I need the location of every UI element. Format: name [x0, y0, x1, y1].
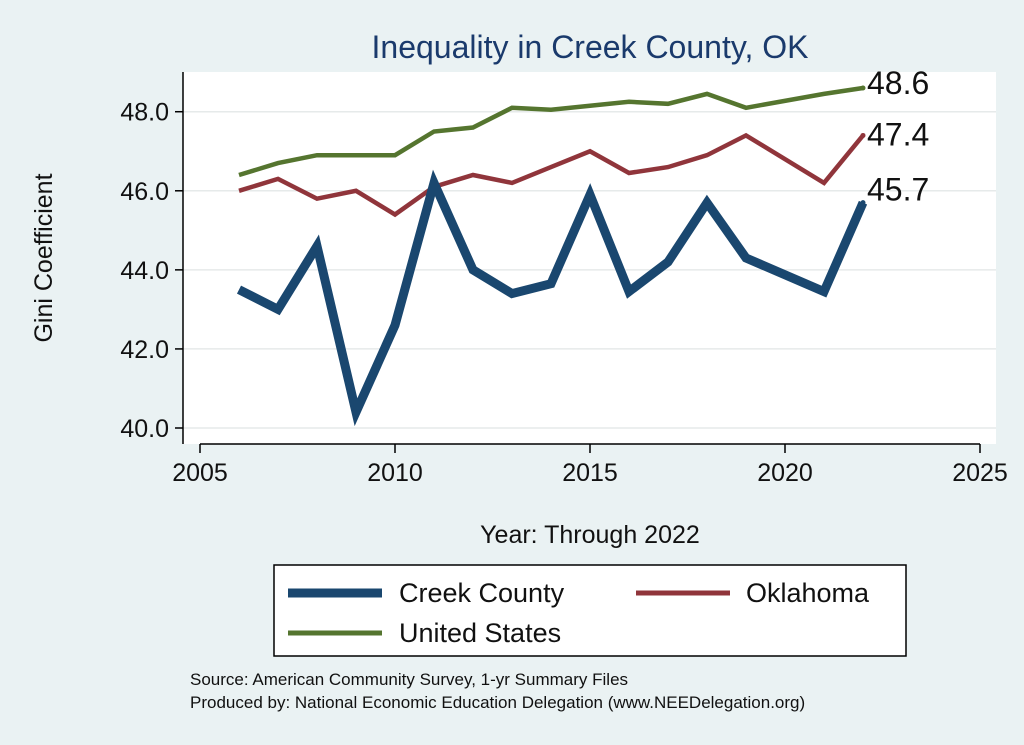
series-line-united-states — [238, 85, 864, 178]
y-tick-label: 48.0 — [120, 99, 169, 127]
y-axis-title: Gini Coefficient — [30, 173, 58, 342]
series-line-oklahoma — [238, 132, 865, 218]
y-tick-label: 42.0 — [120, 336, 169, 364]
x-tick-label: 2010 — [367, 459, 423, 487]
x-tick-label: 2020 — [757, 459, 813, 487]
end-label-oklahoma: 47.4 — [867, 116, 929, 152]
y-tick-label: 40.0 — [120, 415, 169, 443]
end-marker — [860, 200, 866, 206]
end-marker — [860, 85, 866, 91]
legend-box — [273, 564, 907, 657]
series-line-creek-county — [236, 169, 868, 427]
source-line: Source: American Community Survey, 1-yr … — [190, 670, 628, 689]
y-tick-label: 46.0 — [120, 178, 169, 206]
legend-label-united-states: United States — [399, 618, 561, 648]
end-labels: 45.7 47.4 48.6 — [860, 65, 929, 208]
x-tick-label: 2005 — [172, 459, 228, 487]
legend: Creek County Oklahoma United States — [273, 564, 907, 657]
producer-line: Produced by: National Economic Education… — [190, 693, 805, 712]
axes: 40.0 42.0 44.0 46.0 48.0 2005 2010 2015 2020 2025 — [120, 72, 1008, 487]
legend-label-oklahoma: Oklahoma — [746, 578, 870, 608]
end-label-creek-county: 45.7 — [867, 172, 929, 208]
x-axis-title: Year: Through 2022 — [480, 521, 700, 549]
end-marker — [860, 132, 866, 138]
legend-label-creek-county: Creek County — [399, 578, 565, 608]
end-label-united-states: 48.6 — [867, 65, 929, 101]
series-layer — [236, 85, 868, 427]
x-tick-label: 2015 — [562, 459, 618, 487]
chart-title: Inequality in Creek County, OK — [372, 29, 809, 65]
y-tick-label: 44.0 — [120, 257, 169, 285]
x-tick-label: 2025 — [952, 459, 1008, 487]
